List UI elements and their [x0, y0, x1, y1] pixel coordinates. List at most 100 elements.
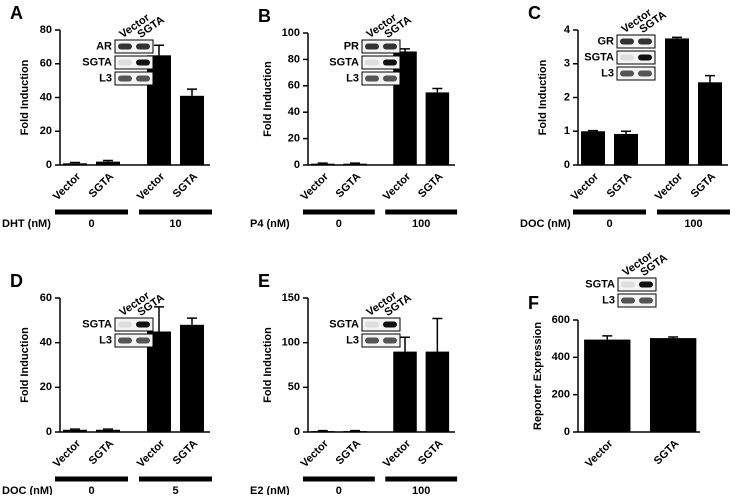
blot-band [118, 44, 132, 50]
error-bar [70, 162, 80, 163]
error-bar [154, 307, 164, 332]
blot-row-label: L3 [99, 72, 112, 84]
blot-row-label: PR [344, 40, 359, 52]
error-bar [432, 88, 442, 92]
y-tick-label: 80 [40, 24, 52, 36]
y-tick-label: 40 [40, 337, 52, 349]
blot-row-label: SGTA [585, 278, 615, 290]
group-label: 0 [336, 485, 342, 495]
condition-label: DOC (nM) [520, 218, 571, 230]
blot-band [383, 76, 397, 82]
x-tick-label: Vector [381, 437, 414, 470]
bar [650, 338, 696, 432]
y-tick-label: 0 [564, 426, 570, 438]
panel-letter: C [528, 3, 541, 23]
blot-row-label: SGTA [329, 318, 359, 330]
y-tick-label: 4 [564, 24, 571, 36]
y-axis-label: Fold Induction [19, 327, 31, 403]
y-tick-label: 100 [282, 27, 300, 39]
blot-row-label: L3 [602, 294, 615, 306]
error-bar [672, 37, 682, 38]
blot-band [118, 60, 132, 66]
bar [180, 325, 204, 432]
blot-band [365, 322, 379, 328]
bar [581, 131, 605, 165]
condition-label: DHT (nM) [2, 218, 51, 230]
y-tick-label: 0 [46, 159, 52, 171]
y-axis-label: Reporter Expression [532, 322, 544, 430]
panel-letter: F [528, 293, 539, 313]
y-tick-label: 0 [294, 426, 300, 438]
blot-row-label: SGTA [82, 56, 112, 68]
panel-letter: E [258, 271, 270, 291]
y-tick-label: 0 [294, 159, 300, 171]
bar [698, 82, 722, 165]
blot-row-label: SGTA [584, 51, 614, 63]
y-tick-label: 20 [40, 381, 52, 393]
x-tick-label: Vector [135, 437, 168, 470]
error-bar [350, 163, 360, 164]
panel-letter: D [10, 271, 23, 291]
x-tick-label: SGTA [605, 171, 635, 201]
x-tick-label: SGTA [334, 438, 364, 468]
error-bar [400, 49, 410, 52]
x-tick-label: SGTA [416, 171, 446, 201]
panel-letter: A [10, 3, 23, 23]
blot-band [638, 39, 652, 45]
blot-band [118, 322, 132, 328]
y-tick-label: 1 [564, 125, 570, 137]
bar [665, 38, 689, 165]
y-tick-label: 60 [40, 58, 52, 70]
y-tick-label: 0 [564, 159, 570, 171]
y-axis-label: Fold Induction [262, 327, 274, 403]
blot-band [118, 338, 132, 344]
error-bar [432, 319, 442, 352]
y-axis-label: Fold Induction [19, 59, 31, 135]
group-label: 0 [88, 218, 94, 230]
x-tick-label: Vector [299, 437, 332, 470]
blot-band [136, 322, 150, 328]
blot-band [365, 44, 379, 50]
bar [63, 163, 87, 165]
error-bar [187, 318, 197, 325]
blot-band [620, 39, 634, 45]
blot-row-label: L3 [99, 334, 112, 346]
blot-band [638, 71, 652, 77]
x-tick-label: SGTA [416, 438, 446, 468]
blot-band [136, 76, 150, 82]
x-tick-label: Vector [569, 170, 602, 203]
error-bar [400, 337, 410, 351]
y-tick-label: 200 [552, 389, 570, 401]
error-bar [318, 163, 328, 164]
bar [614, 134, 638, 165]
condition-label: E2 (nM) [250, 485, 290, 495]
group-label: 0 [606, 218, 612, 230]
group-label: 10 [169, 218, 181, 230]
y-tick-label: 100 [282, 337, 300, 349]
blot-row-label: L3 [601, 67, 614, 79]
group-label: 100 [412, 218, 430, 230]
blot-band [365, 338, 379, 344]
x-tick-label: Vector [135, 170, 168, 203]
blot-band [136, 60, 150, 66]
blot-row-label: AR [96, 40, 112, 52]
group-label: 100 [412, 485, 430, 495]
y-tick-label: 2 [564, 91, 570, 103]
y-tick-label: 600 [552, 314, 570, 326]
panel-letter: B [258, 6, 271, 26]
blot-band [136, 338, 150, 344]
x-tick-label: Vector [51, 170, 84, 203]
x-tick-label: SGTA [652, 438, 682, 468]
x-tick-label: Vector [299, 170, 332, 203]
blot-band [620, 71, 634, 77]
x-tick-label: SGTA [171, 171, 201, 201]
condition-label: P4 (nM) [250, 218, 290, 230]
y-tick-label: 150 [282, 292, 300, 304]
x-tick-label: SGTA [87, 438, 117, 468]
error-bar [154, 45, 164, 55]
error-bar [70, 429, 80, 430]
y-tick-label: 3 [564, 58, 570, 70]
blot-band [639, 298, 653, 304]
x-tick-label: SGTA [689, 171, 719, 201]
